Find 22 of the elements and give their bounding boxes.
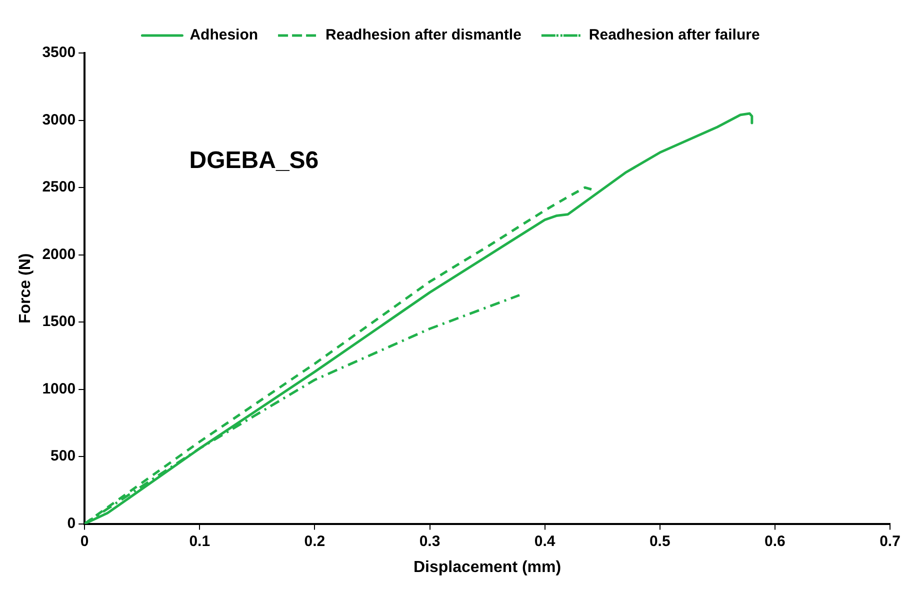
x-tick-label: 0.6 [764,532,786,550]
legend-label: Readhesion after dismantle [326,26,522,44]
x-axis-title: Displacement (mm) [413,558,562,576]
y-tick-label: 0 [67,514,76,532]
legend-label: Adhesion [190,26,258,44]
x-tick-label: 0.1 [189,532,210,550]
y-tick-label: 1500 [42,313,76,330]
legend-label: Readhesion after failure [588,26,760,44]
x-tick-label: 0.3 [419,532,440,550]
y-tick-label: 3000 [42,111,76,128]
x-tick-label: 0.4 [534,532,556,550]
annotation: DGEBA_S6 [189,146,319,174]
y-axis-title: Force (N) [17,253,34,324]
y-tick-label: 3500 [42,44,76,62]
y-tick-label: 2000 [42,246,76,263]
x-tick-label: 0.5 [649,532,670,550]
y-tick-label: 500 [50,448,76,465]
x-tick-label: 0.2 [304,532,326,550]
y-tick-label: 1000 [42,380,76,398]
y-tick-label: 2500 [42,178,76,196]
x-tick-label: 0 [80,532,89,550]
x-tick-label: 0.7 [880,532,900,550]
